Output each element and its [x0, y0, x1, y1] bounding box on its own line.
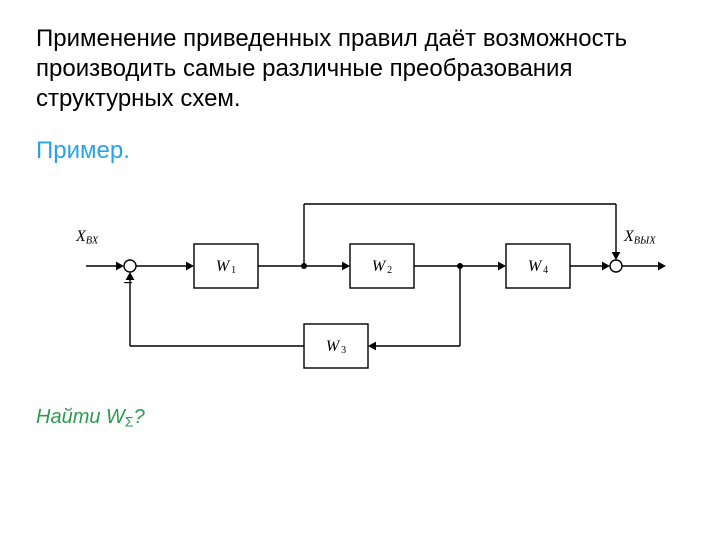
- question-subscript: Σ: [125, 414, 134, 430]
- question-prefix: Найти: [36, 406, 106, 428]
- input-signal-label: XВХ: [76, 228, 98, 247]
- diagram-svg: −W1W2W4W3: [66, 186, 706, 386]
- summator-in: [124, 260, 136, 272]
- question-text: Найти WΣ?: [36, 406, 684, 430]
- body-text: Применение приведенных правил даёт возмо…: [36, 24, 684, 114]
- input-signal-subscript: ВХ: [86, 236, 98, 247]
- summator-out: [610, 260, 622, 272]
- block-diagram: −W1W2W4W3 XВХ XВЫХ: [66, 186, 706, 386]
- input-signal-symbol: X: [76, 228, 86, 245]
- example-label: Пример.: [36, 136, 684, 166]
- output-signal-symbol: X: [624, 228, 634, 245]
- question-suffix: ?: [134, 406, 145, 428]
- question-symbol: W: [106, 406, 125, 428]
- output-signal-label: XВЫХ: [624, 228, 656, 247]
- output-signal-subscript: ВЫХ: [634, 236, 656, 247]
